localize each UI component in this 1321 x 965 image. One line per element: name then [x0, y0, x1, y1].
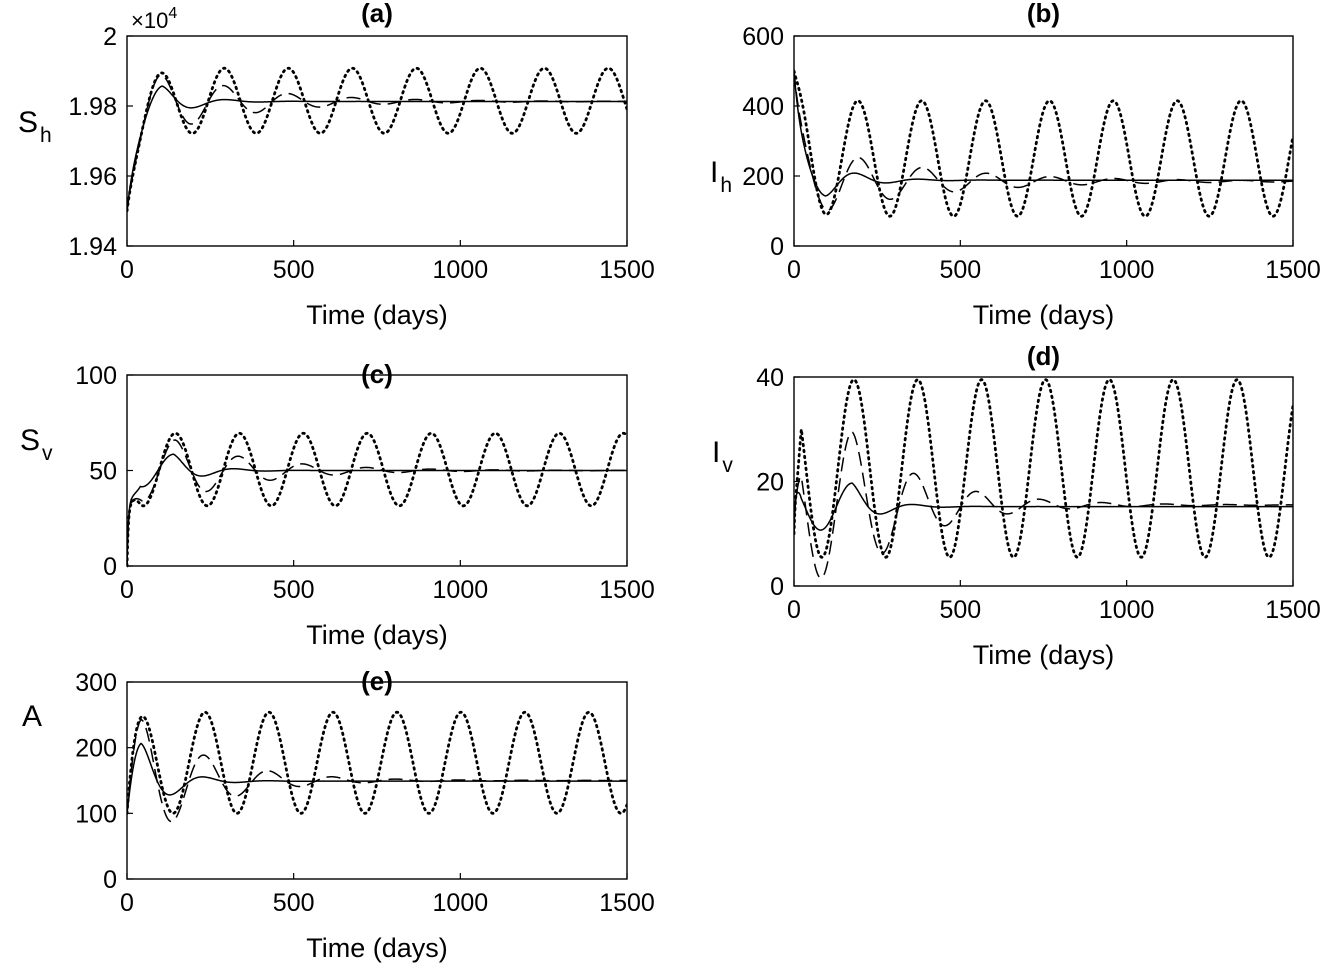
- y-tick-label: 20: [756, 469, 784, 497]
- x-axis-label: Time (days): [973, 300, 1115, 330]
- series-line-solid: [794, 70, 1293, 197]
- x-axis-label: Time (days): [973, 640, 1115, 670]
- series-line-solid: [127, 742, 627, 814]
- x-tick-label: 1500: [599, 889, 655, 917]
- x-tick-label: 1500: [1265, 596, 1321, 624]
- y-axis-label: Iv: [712, 436, 733, 477]
- series-line-dashed: [127, 74, 627, 212]
- x-tick-label: 1000: [1099, 596, 1155, 624]
- x-tick-label: 500: [939, 596, 981, 624]
- x-tick-label: 500: [939, 256, 981, 284]
- series-group-d: [794, 378, 1293, 579]
- panel-title: (d): [1027, 341, 1060, 371]
- x-axis-label: Time (days): [306, 933, 448, 963]
- y-tick-label: 1.98: [68, 93, 117, 121]
- panel-title: (e): [361, 666, 393, 696]
- y-tick-label: 400: [742, 93, 784, 121]
- y-tick-label: 100: [75, 362, 117, 390]
- x-axis-label: Time (days): [306, 620, 448, 650]
- x-tick-label: 500: [273, 576, 315, 604]
- x-tick-label: 500: [273, 889, 315, 917]
- y-tick-label: 1.96: [68, 163, 117, 191]
- subplot-b: 0 500 1000 1500 0 200 400 600 (b) Time (days) Ih: [710, 0, 1321, 330]
- x-tick-label: 500: [273, 256, 315, 284]
- axes-box: [793, 376, 1294, 587]
- axes-box: [126, 35, 628, 247]
- x-tick-label: 0: [120, 889, 134, 917]
- x-tick-label: 1500: [599, 256, 655, 284]
- axes-box: [793, 35, 1294, 247]
- y-tick-label: 40: [756, 364, 784, 392]
- subplot-c: 0 500 1000 1500 0 50 100 (c) Time (days) Sv: [20, 359, 655, 650]
- x-axis-label: Time (days): [306, 300, 448, 330]
- x-tick-label: 0: [120, 576, 134, 604]
- series-group-c: [127, 431, 627, 568]
- panel-title: (b): [1027, 0, 1060, 28]
- series-line-dotted: [794, 69, 1293, 218]
- series-line-dotted: [127, 66, 627, 213]
- y-tick-label: 0: [103, 553, 117, 581]
- y-axis-label: Ih: [710, 156, 732, 197]
- series-line-dashed: [794, 70, 1293, 212]
- x-tick-label: 1000: [433, 256, 489, 284]
- y-tick-label: 2: [103, 23, 117, 51]
- x-tick-label: 1500: [1265, 256, 1321, 284]
- y-tick-label: 600: [742, 23, 784, 51]
- y-tick-label: 1.94: [68, 233, 117, 261]
- subplot-d: 0 500 1000 1500 0 20 40 (d) Time (days) Iv: [712, 341, 1321, 670]
- series-line-solid: [127, 85, 627, 212]
- x-tick-label: 1000: [1099, 256, 1155, 284]
- axes-box: [126, 681, 628, 880]
- y-axis-label: Sv: [20, 424, 53, 465]
- y-tick-label: 300: [75, 669, 117, 697]
- x-tick-label: 1000: [433, 889, 489, 917]
- y-tick-label: 0: [103, 866, 117, 894]
- y-tick-label: 50: [89, 458, 117, 486]
- y-tick-label: 100: [75, 800, 117, 828]
- subplot-e: 0 500 1000 1500 0 100 200 300 (e) Time (days) A: [22, 666, 655, 963]
- y-tick-label: 0: [770, 573, 784, 601]
- x-tick-label: 1000: [433, 576, 489, 604]
- series-group-b: [794, 69, 1293, 218]
- series-line-dashed: [127, 439, 627, 567]
- series-line-dotted: [127, 431, 627, 568]
- series-line-dotted: [794, 378, 1293, 559]
- y-tick-label: 200: [742, 163, 784, 191]
- series-line-solid: [794, 482, 1293, 534]
- series-line-dotted: [127, 710, 627, 815]
- y-axis-label: A: [22, 700, 42, 733]
- panel-title: (a): [361, 0, 393, 28]
- x-tick-label: 0: [787, 596, 801, 624]
- series-group-a: [127, 66, 627, 213]
- subplot-a: 0 500 1000 1500 1.94 1.96 1.98 2 (a) Time (days) S…: [18, 0, 655, 330]
- x-tick-label: 1500: [599, 576, 655, 604]
- series-line-dashed: [794, 431, 1293, 579]
- series-line-solid: [127, 453, 627, 567]
- x-tick-label: 0: [787, 256, 801, 284]
- y-exponent-label: ×104: [131, 5, 177, 33]
- panel-title: (c): [361, 359, 393, 389]
- series-group-e: [127, 710, 627, 823]
- y-axis-label: Sh: [18, 106, 52, 147]
- y-tick-label: 0: [770, 233, 784, 261]
- y-tick-label: 200: [75, 735, 117, 763]
- x-tick-label: 0: [120, 256, 134, 284]
